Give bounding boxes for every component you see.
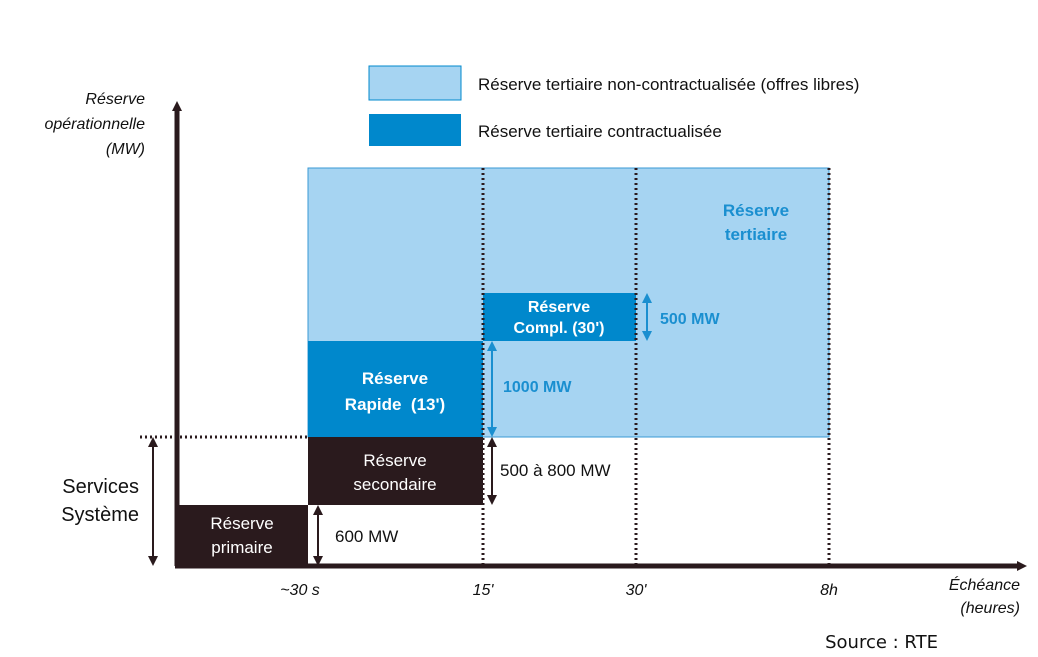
system-services-label-line-1: Services (62, 476, 139, 498)
rapid-reserve-block (308, 341, 483, 437)
secondary-mw-label: 500 à 800 MW (500, 461, 611, 480)
system-services-label-line-2: Système (61, 504, 139, 526)
x-axis-ticks: ~30 s 15' 30' 8h (280, 582, 838, 599)
x-axis-label-line-2: (heures) (960, 600, 1020, 617)
y-axis-label: Réserve opérationnelle (MW) (44, 91, 145, 158)
source-credit: Source : RTE (825, 632, 938, 653)
x-tick-8h: 8h (820, 582, 838, 599)
primary-mw-label: 600 MW (335, 527, 398, 546)
secondary-label-line-2: secondaire (353, 475, 436, 494)
y-axis-label-line-1: Réserve (85, 91, 145, 108)
legend-label-non-contract: Réserve tertiaire non-contractualisée (o… (478, 75, 859, 94)
tertiary-label-line-2: tertiaire (725, 225, 787, 244)
primary-reserve-block (175, 505, 308, 566)
x-tick-30min: 30' (626, 582, 648, 599)
primary-label-line-1: Réserve (210, 514, 273, 533)
primary-label-line-2: primaire (211, 538, 272, 557)
rapid-mw-label: 1000 MW (503, 379, 572, 396)
compl-mw-label: 500 MW (660, 311, 720, 328)
secondary-label-line-1: Réserve (363, 451, 426, 470)
rapid-label-line-2: Rapide (13') (345, 395, 445, 414)
x-axis-label-line-1: Échéance (949, 575, 1020, 594)
legend-swatch-contract (369, 114, 461, 146)
primary-reserve-notch (298, 516, 308, 550)
rapid-label-line-1: Réserve (362, 369, 428, 388)
y-axis-label-line-2: opérationnelle (44, 116, 145, 133)
x-tick-30s: ~30 s (280, 582, 320, 599)
legend-label-contract: Réserve tertiaire contractualisée (478, 122, 722, 141)
legend-swatch-non-contract (368, 65, 462, 101)
legend: Réserve tertiaire non-contractualisée (o… (368, 65, 859, 146)
x-tick-15min: 15' (473, 582, 495, 599)
tertiary-label-line-1: Réserve (723, 201, 789, 220)
x-axis-label: Échéance (heures) (949, 575, 1020, 617)
y-axis-label-line-3: (MW) (106, 141, 145, 158)
time-gridlines (481, 168, 831, 566)
compl-label-line-1: Réserve (528, 299, 590, 316)
compl-label-line-2: Compl. (30') (514, 320, 605, 337)
complementary-reserve-block (483, 293, 636, 341)
secondary-reserve-block (308, 437, 483, 505)
